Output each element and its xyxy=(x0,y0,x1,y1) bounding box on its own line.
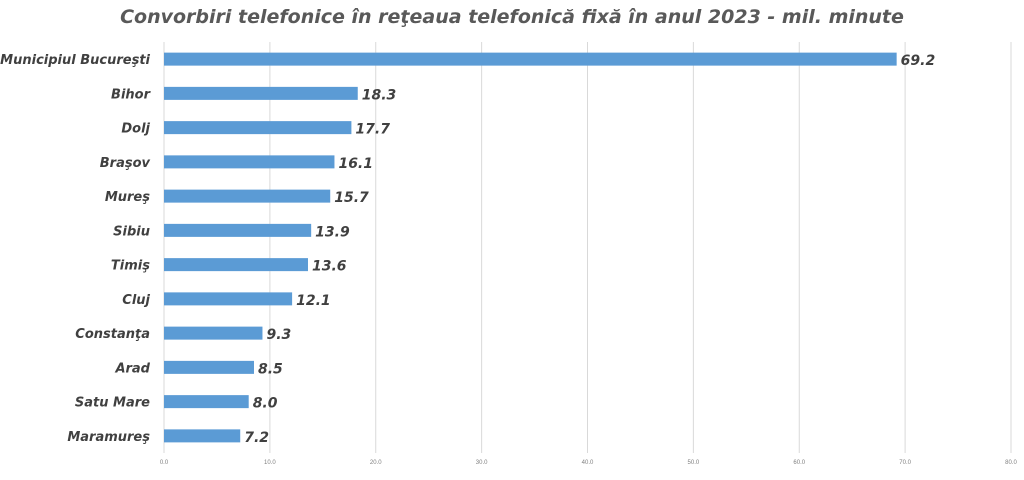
bar xyxy=(164,360,254,374)
data-label: 13.6 xyxy=(312,259,347,275)
chart-title: Convorbiri telefonice în reţeaua telefon… xyxy=(120,6,904,28)
category-label: Mureş xyxy=(105,190,150,205)
category-label: Sibiu xyxy=(113,224,150,239)
category-label: Cluj xyxy=(122,293,150,308)
bar xyxy=(164,121,352,135)
data-label: 13.9 xyxy=(315,224,350,240)
data-label: 8.5 xyxy=(258,361,283,377)
x-tick-label: 0.0 xyxy=(160,460,169,466)
data-label: 18.3 xyxy=(362,87,397,103)
bar xyxy=(164,292,293,306)
bar xyxy=(164,258,308,272)
category-label: Bihor xyxy=(111,87,152,102)
bar xyxy=(164,189,331,203)
bar xyxy=(164,326,263,340)
bar xyxy=(164,52,897,66)
category-label: Dolj xyxy=(121,122,150,137)
x-tick-label: 10.0 xyxy=(264,460,276,466)
category-label: Braşov xyxy=(100,156,151,171)
data-label: 9.3 xyxy=(266,327,291,343)
x-tick-label: 40.0 xyxy=(582,460,594,466)
data-label: 8.0 xyxy=(253,396,278,412)
category-label: Maramureş xyxy=(67,430,150,445)
data-label: 7.2 xyxy=(244,430,269,446)
x-tick-label: 20.0 xyxy=(370,460,382,466)
data-label: 15.7 xyxy=(334,190,369,206)
bar xyxy=(164,223,312,237)
bar xyxy=(164,429,241,443)
category-label: Municipiul Bucureşti xyxy=(0,53,150,68)
x-tick-label: 60.0 xyxy=(793,460,805,466)
data-label: 16.1 xyxy=(338,156,373,172)
data-label: 12.1 xyxy=(296,293,331,309)
data-label: 17.7 xyxy=(355,122,390,138)
x-tick-label: 70.0 xyxy=(899,460,911,466)
data-label: 69.2 xyxy=(901,53,936,69)
bar xyxy=(164,395,249,409)
category-label: Arad xyxy=(114,361,150,376)
x-tick-label: 30.0 xyxy=(476,460,488,466)
category-label: Satu Mare xyxy=(75,396,150,411)
bar xyxy=(164,86,358,100)
x-tick-label: 80.0 xyxy=(1005,460,1017,466)
x-tick-label: 50.0 xyxy=(688,460,700,466)
category-label: Constanţa xyxy=(75,327,150,342)
bar xyxy=(164,155,335,169)
category-label: Timiş xyxy=(111,259,150,274)
